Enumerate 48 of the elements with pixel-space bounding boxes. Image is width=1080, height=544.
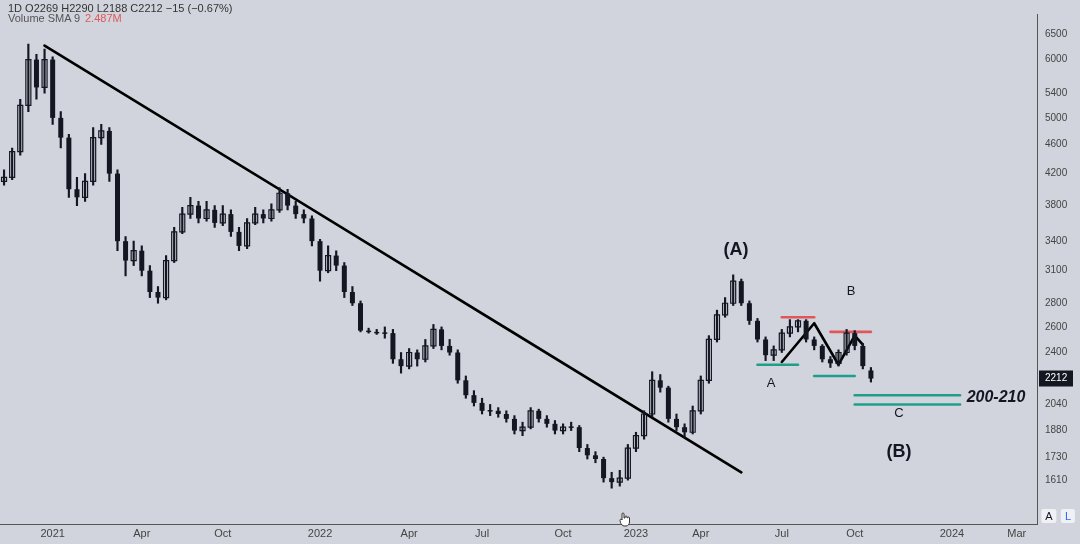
y-tick-label: 1730 [1045,450,1068,462]
y-tick-label: 3800 [1045,199,1068,211]
y-tick-label: 4200 [1045,167,1068,179]
y-tick-label: 6500 [1045,27,1068,39]
y-tick-label: 5400 [1045,87,1068,99]
annotation: (B) [886,440,912,462]
candlestick [41,48,48,94]
y-tick-label: 2600 [1045,320,1068,332]
candlestick [25,43,32,112]
candlestick [705,335,712,384]
annotation: 200-210 [966,388,1026,406]
annotation: 2.487M [85,12,122,24]
x-tick-label: 2024 [939,527,965,540]
annotation: C [894,404,904,420]
y-tick-label: 4600 [1045,138,1068,150]
x-tick-label: Mar [1007,527,1027,540]
x-tick-label: 2022 [307,527,333,540]
candlestick [592,451,598,464]
annotation: B [846,282,856,298]
candlestick [430,324,437,349]
y-tick-label: 5000 [1045,111,1068,123]
x-tick-label: Oct [554,527,572,540]
x-tick-label: Oct [846,527,864,540]
x-tick-label: Jul [774,527,789,540]
y-tick-label: 2400 [1045,346,1068,358]
candlestick [90,127,97,186]
x-tick-label: 2021 [40,527,65,540]
annotation: Volume SMA 9 [8,12,81,24]
y-tick-label: 2800 [1045,296,1068,308]
text: A [1041,509,1057,523]
y-tick-label: 6000 [1045,53,1068,65]
y-tick-label: 3100 [1045,264,1068,276]
x-tick-label: 2023 [623,527,649,540]
x-tick-label: Oct [214,527,232,540]
y-tick-label: 1610 [1045,473,1068,485]
y-tick-label: 2212 [1045,372,1068,384]
y-tick-label: 2040 [1045,398,1068,410]
x-tick-label: Apr [692,527,710,540]
text: L [1060,509,1076,523]
y-tick-label: 3400 [1045,234,1068,246]
chart-title: 1D O2269 H2290 L2188 C2212 −15 (−0.67%) [8,2,233,14]
x-tick-label: Apr [400,527,419,540]
candlestick [519,421,526,437]
y-tick-label: 1880 [1045,424,1068,436]
x-tick-label: Jul [475,527,490,540]
annotation: (A) [723,238,749,260]
annotation: A [766,374,776,390]
x-tick-label: Apr [133,527,151,540]
